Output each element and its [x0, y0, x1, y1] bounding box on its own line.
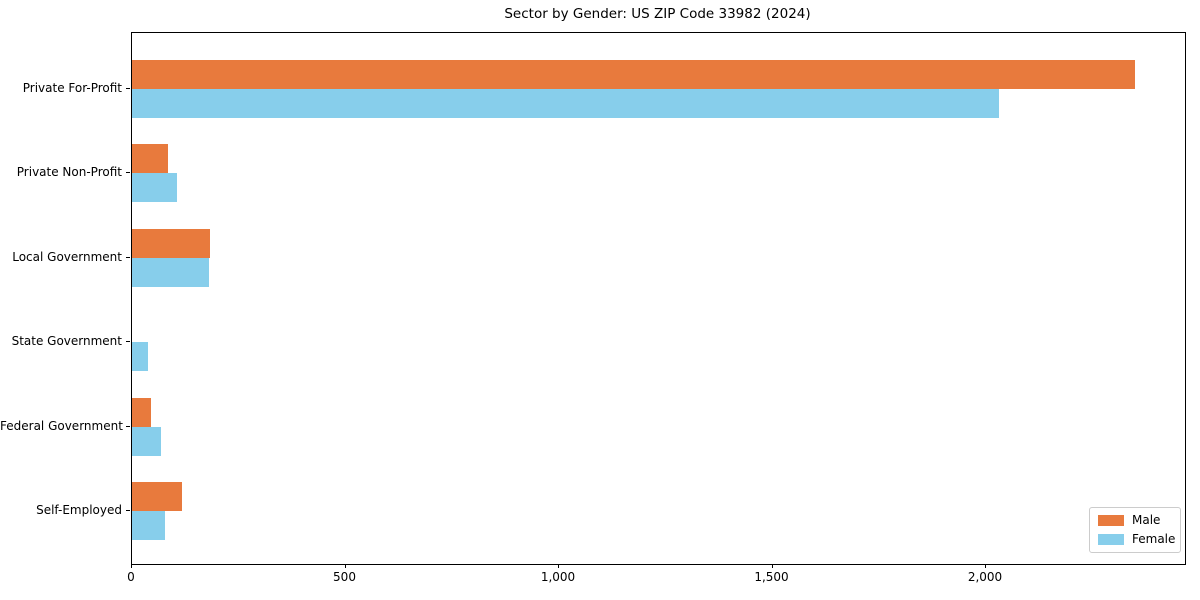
y-tick-mark [126, 425, 130, 427]
x-tick-label-500: 500 [333, 570, 356, 584]
y-tick-label-private-non-profit: Private Non-Profit [16, 165, 122, 180]
legend-row-male: Male [1098, 514, 1172, 527]
bar-female-state-government [132, 342, 148, 372]
y-tick-label-private-for-profit: Private For-Profit [22, 81, 122, 95]
bar-male-private-for-profit [132, 60, 1136, 89]
bar-male-self-employed [132, 482, 183, 511]
bar-female-local-government [132, 257, 209, 287]
bar-male-private-non-profit [132, 144, 169, 174]
x-tick-mark [131, 564, 132, 568]
y-tick-mark [126, 341, 130, 343]
bar-female-federal-government [132, 426, 161, 456]
y-tick-mark [126, 256, 130, 258]
x-tick-mark [344, 564, 346, 568]
legend-row-female: Female [1098, 532, 1176, 546]
y-tick-mark [126, 88, 130, 89]
bar-female-self-employed [132, 511, 165, 540]
legend-swatch-male [1098, 515, 1124, 526]
y-tick-label-state-government: State Government [11, 334, 122, 349]
y-tick-mark [126, 172, 130, 174]
legend-label-female: Female [1132, 532, 1176, 546]
plot-area [131, 32, 1186, 565]
x-tick-label-1-500: 1,500 [754, 570, 789, 584]
x-tick-mark [985, 564, 986, 568]
bar-male-local-government [132, 228, 210, 258]
legend: Male Female [1089, 507, 1181, 553]
legend-label-male: Male [1132, 513, 1161, 527]
x-tick-label-2-000: 2,000 [967, 570, 1003, 584]
y-tick-label-self-employed: Self-Employed [36, 503, 122, 517]
bar-female-private-non-profit [132, 173, 178, 203]
y-tick-label-federal-government: Federal Government [0, 418, 123, 433]
x-tick-mark [558, 564, 559, 568]
chart-title: Sector by Gender: US ZIP Code 33982 (202… [504, 6, 811, 22]
x-tick-mark [771, 564, 773, 568]
bar-female-private-for-profit [132, 89, 999, 118]
bar-male-federal-government [132, 397, 152, 427]
x-tick-label-1-000: 1,000 [540, 570, 576, 584]
y-tick-mark [126, 510, 130, 511]
legend-swatch-female [1098, 534, 1124, 545]
x-tick-label-0: 0 [127, 570, 135, 584]
y-tick-label-local-government: Local Government [12, 249, 122, 264]
